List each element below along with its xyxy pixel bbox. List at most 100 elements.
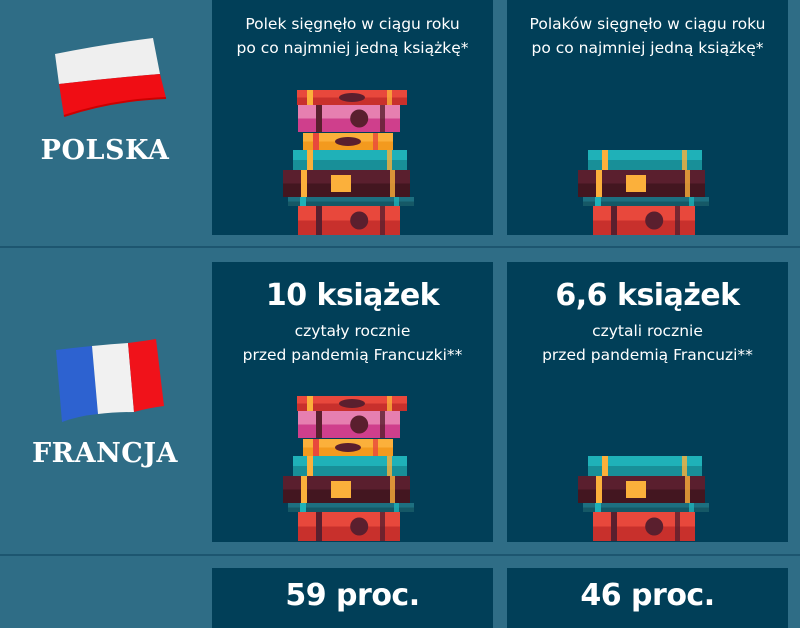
book-label — [331, 175, 351, 192]
book — [593, 206, 695, 235]
book-band — [313, 439, 319, 456]
books-stack-small — [578, 150, 709, 235]
book-label — [626, 481, 646, 498]
stat-value: 59 proc. — [285, 578, 420, 613]
book-band — [675, 512, 680, 541]
book-band — [300, 503, 306, 512]
card-polish-men: Polaków sięgnęło w ciągu roku po co najmn… — [507, 0, 788, 235]
book-band — [685, 170, 690, 197]
book-band — [595, 197, 601, 206]
book — [297, 396, 407, 411]
divider — [0, 554, 800, 556]
book-shade — [298, 118, 400, 132]
book-shade — [293, 466, 407, 476]
book-band — [380, 105, 385, 132]
book — [293, 150, 407, 170]
book-band — [390, 476, 395, 503]
book-band — [316, 411, 322, 438]
book-band — [373, 133, 378, 150]
book — [583, 503, 709, 512]
book-label — [339, 399, 365, 408]
book-band — [675, 206, 680, 235]
book-band — [380, 512, 385, 541]
book-label — [350, 415, 369, 434]
book-label — [626, 175, 646, 192]
book — [583, 197, 709, 206]
card-text: Polek sięgnęło w ciągu roku po co najmnie… — [236, 15, 469, 57]
book-shade — [593, 526, 695, 541]
book — [293, 456, 407, 476]
card-polish-women: Polek sięgnęło w ciągu roku po co najmnie… — [212, 0, 493, 235]
book-band — [685, 476, 690, 503]
book-band — [387, 150, 392, 170]
poland-flag-icon — [55, 38, 167, 117]
book-band — [595, 503, 601, 512]
card-french-men: 6,6 książek czytali rocznie przed pandemi… — [507, 262, 788, 542]
book-band — [316, 206, 322, 235]
book — [588, 456, 702, 476]
book-label — [339, 93, 365, 102]
book-shade — [298, 424, 400, 438]
book-band — [373, 439, 378, 456]
book-band — [390, 170, 395, 197]
book — [283, 476, 410, 503]
card-stat: 46 proc. — [507, 568, 788, 628]
stat-value: 46 proc. — [580, 578, 715, 613]
book-band — [316, 512, 322, 541]
book-band — [394, 197, 399, 206]
book-label — [645, 517, 664, 536]
books-stack-small — [578, 456, 709, 541]
book-band — [394, 503, 399, 512]
book-shade — [293, 160, 407, 170]
france-flag-icon — [56, 339, 164, 422]
book-label — [335, 137, 361, 146]
book-shade — [583, 201, 709, 206]
book-shade — [298, 220, 400, 235]
card-french-women: 10 książek czytały rocznie przed pandemią… — [212, 262, 493, 542]
book-band — [602, 456, 608, 476]
book — [288, 197, 414, 206]
divider — [0, 246, 800, 248]
book-shade — [288, 201, 414, 206]
book-label — [350, 211, 369, 230]
book-shade — [298, 526, 400, 541]
book — [303, 133, 393, 150]
book — [578, 170, 705, 197]
book-band — [611, 206, 617, 235]
book — [298, 105, 400, 132]
book-band — [307, 90, 313, 105]
card-text: Polaków sięgnęło w ciągu roku po co najmn… — [529, 15, 766, 57]
book-band — [387, 456, 392, 476]
book-band — [380, 411, 385, 438]
book-label — [645, 211, 664, 230]
book-band — [596, 476, 602, 503]
books-stack-large — [283, 396, 414, 541]
book-band — [682, 456, 687, 476]
book-band — [596, 170, 602, 197]
book-shade — [583, 507, 709, 512]
stat-value: 10 książek — [265, 278, 440, 313]
book-label — [331, 481, 351, 498]
book-band — [611, 512, 617, 541]
book-band — [380, 206, 385, 235]
book — [283, 170, 410, 197]
book-band — [316, 105, 322, 132]
book-shade — [593, 220, 695, 235]
book-band — [301, 170, 307, 197]
book — [578, 476, 705, 503]
book-band — [307, 396, 313, 411]
book — [288, 503, 414, 512]
book — [298, 512, 400, 541]
book — [303, 439, 393, 456]
book-label — [335, 443, 361, 452]
book — [593, 512, 695, 541]
card-text: czytały rocznie przed pandemią Francuzki*… — [242, 322, 463, 364]
book-shade — [588, 466, 702, 476]
book — [298, 411, 400, 438]
book-band — [300, 197, 306, 206]
book-shade — [288, 507, 414, 512]
book-band — [602, 150, 608, 170]
books-stack-large — [283, 90, 414, 235]
book-band — [387, 90, 392, 105]
book-band — [301, 476, 307, 503]
